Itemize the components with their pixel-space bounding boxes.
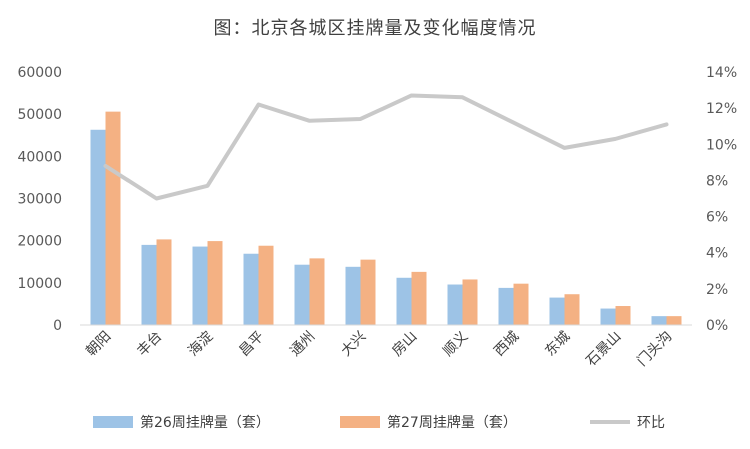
chart-title: 图：北京各城区挂牌量及变化幅度情况 (214, 18, 537, 39)
bar-week26 (600, 308, 616, 325)
bar-week27 (309, 258, 325, 325)
right-tick-label: 8% (706, 173, 728, 189)
category-label: 东城 (542, 329, 573, 360)
bar-week27 (156, 239, 172, 325)
left-tick-label: 50000 (17, 107, 62, 123)
legend-mom-label: 环比 (637, 415, 665, 431)
legend-week27-swatch (340, 416, 380, 428)
right-tick-label: 14% (706, 65, 737, 81)
right-tick-label: 6% (706, 210, 728, 226)
category-label: 西城 (491, 329, 522, 360)
bar-week26 (243, 253, 259, 325)
bar-week27 (462, 279, 478, 325)
category-label: 顺义 (440, 329, 471, 360)
category-label: 通州 (287, 329, 318, 360)
bar-week27 (207, 241, 223, 325)
left-tick-label: 30000 (17, 192, 62, 208)
bar-week27 (411, 271, 427, 325)
right-tick-label: 0% (706, 318, 728, 334)
bar-week26 (345, 266, 361, 325)
category-label: 海淀 (185, 329, 216, 360)
bar-week26 (447, 284, 463, 325)
bar-week26 (396, 277, 412, 325)
bar-week27 (105, 111, 121, 326)
right-tick-label: 10% (706, 137, 737, 153)
category-label: 石景山 (583, 329, 624, 370)
left-tick-label: 10000 (17, 276, 62, 292)
category-label: 门头沟 (634, 329, 675, 370)
right-tick-label: 12% (706, 101, 737, 117)
bar-week26 (192, 246, 208, 325)
left-tick-label: 40000 (17, 149, 62, 165)
left-tick-label: 60000 (17, 65, 62, 81)
bar-week27 (564, 294, 580, 325)
line-mom (103, 93, 669, 201)
category-labels: 朝阳 丰台 海淀 昌平 通州 大兴 房山 顺义 西城 东城 石景山 门头沟 (83, 329, 675, 370)
bar-week26 (498, 287, 514, 325)
left-tick-label: 0 (53, 318, 62, 334)
left-axis: 0 10000 20000 30000 40000 50000 60000 (17, 65, 62, 334)
category-label: 丰台 (134, 329, 165, 360)
bar-week27 (258, 245, 274, 325)
left-tick-label: 20000 (17, 234, 62, 250)
right-axis: 0% 2% 4% 6% 8% 10% 12% 14% (706, 65, 737, 334)
category-label: 房山 (389, 329, 420, 360)
bar-week27 (666, 316, 682, 325)
bar-week27 (615, 306, 631, 325)
bar-week26 (294, 264, 310, 325)
bars (90, 111, 682, 326)
line-series (103, 93, 669, 201)
bar-week26 (141, 244, 157, 325)
category-label: 大兴 (338, 329, 369, 360)
bar-week27 (360, 259, 376, 325)
bar-week26 (549, 297, 565, 325)
legend-week26-swatch (93, 416, 133, 428)
right-tick-label: 4% (706, 246, 728, 262)
bar-week26 (90, 129, 106, 325)
category-label: 昌平 (236, 329, 267, 360)
legend-week27-label: 第27周挂牌量（套） (387, 414, 517, 431)
right-tick-label: 2% (706, 282, 728, 298)
legend: 第26周挂牌量（套） 第27周挂牌量（套） 环比 (93, 414, 665, 431)
legend-week26-label: 第26周挂牌量（套） (140, 414, 270, 431)
category-label: 朝阳 (83, 329, 114, 360)
bar-week27 (513, 283, 529, 325)
bar-week26 (651, 316, 667, 325)
